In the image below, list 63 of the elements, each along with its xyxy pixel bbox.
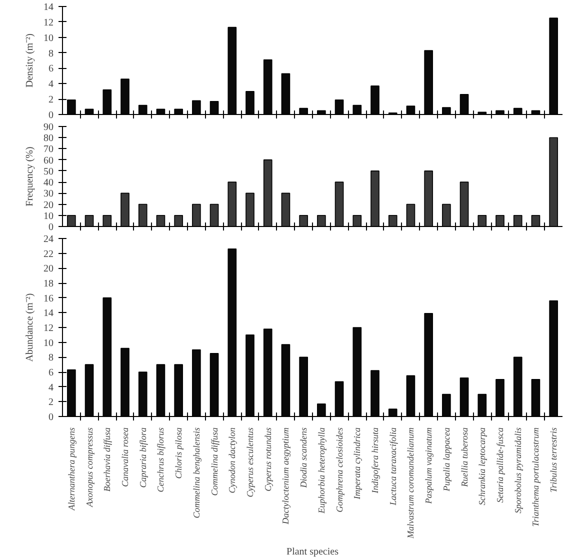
y-tick-label: 4 (48, 382, 54, 394)
y-tick-label: 6 (48, 64, 54, 75)
y-tick-label: 24 (44, 234, 54, 245)
x-tick-label: Imperata cylindrica (352, 427, 362, 500)
y-tick-label: 16 (44, 293, 54, 304)
x-tick-label: Commelina benghalensis (191, 427, 202, 518)
x-tick-label: Setaria pallide-fusca (495, 427, 505, 503)
x-tick-label: Cyperus rotundus (262, 427, 273, 492)
y-tick-label: 12 (44, 17, 54, 28)
x-tick-label: Ruellia tuberosa (459, 427, 470, 488)
x-tick-label: Boerhavia diffusa (102, 427, 112, 492)
y-tick-label: 14 (44, 2, 54, 13)
x-tick-label: Cenchrus biflorus (156, 427, 166, 492)
y-tick-label: 4 (48, 79, 54, 90)
x-tick-label: Malvastrum coromandelianum (406, 427, 416, 540)
y-tick-label: 30 (44, 188, 54, 200)
y-tick-label: 0 (48, 110, 54, 121)
x-tick-label: Indigofera hirsuta (370, 427, 380, 494)
x-tick-label: Canavalia rosea (120, 427, 130, 487)
x-tick-label: Pupalia lappacea (441, 427, 452, 492)
y-tick-label: 2 (48, 94, 54, 106)
y-tick-label: 10 (44, 210, 54, 222)
x-tick-label: Paspalum vaginatum (424, 427, 434, 505)
y-tick-label: 20 (44, 200, 54, 211)
x-tick-label: Diodia scandens (298, 427, 309, 489)
x-tick-label: Schrankia leptocarpa (477, 427, 488, 506)
x-tick-label: Alternanthera pungens (66, 427, 76, 512)
x-tick-label: Capraria biflora (138, 427, 148, 488)
x-tick-label: Dactyloctenium aegyptium (280, 427, 291, 526)
y-tick-label: 80 (44, 133, 54, 144)
y-tick-label: 60 (44, 155, 54, 166)
y-tick-label: 0 (48, 412, 54, 423)
x-tick-label: Commelina diffusa (209, 427, 220, 496)
y-tick-label: 2 (48, 397, 54, 408)
x-tick-label: Lactuca taraxacifolia (388, 427, 398, 506)
x-tick-label: Sporobolus pyramidalis (512, 427, 523, 514)
x-axis-title: Plant species (286, 546, 339, 558)
x-tick-label: Euphorbia heterophylla (316, 427, 326, 514)
x-tick-label: Cynodon dactylon (227, 427, 238, 494)
y-tick-label: 70 (44, 144, 54, 156)
x-tick-label: Trianthema portulacastrum (530, 427, 541, 527)
y-axis-title: Density (m⁻²) (24, 33, 36, 88)
y-tick-label: 8 (48, 352, 54, 364)
y-tick-label: 10 (44, 338, 54, 349)
y-tick-label: 14 (44, 308, 54, 320)
x-tick-label: Tribulus terrestris (548, 427, 559, 492)
x-tick-label: Gomphrena celosioides (334, 427, 344, 512)
x-tick-label: Axonopus compressus (84, 427, 94, 508)
y-tick-label: 12 (44, 323, 54, 334)
y-tick-label: 6 (48, 368, 54, 378)
y-axis-title: Abundance (m⁻²) (24, 293, 36, 362)
y-tick-label: 22 (44, 248, 54, 260)
x-tick-label: Chloris pilosa (174, 427, 184, 479)
y-tick-label: 40 (44, 178, 54, 189)
y-tick-label: 8 (48, 48, 54, 60)
y-tick-label: 20 (44, 264, 54, 275)
y-tick-label: 18 (44, 278, 54, 290)
y-tick-label: 50 (44, 166, 54, 178)
y-axis-title: Frequency (%) (24, 146, 36, 206)
y-tick-label: 10 (44, 32, 54, 44)
x-tick-label: Cyperus esculentus (245, 427, 255, 498)
y-tick-label: 0 (48, 222, 54, 233)
y-tick-label: 90 (44, 122, 54, 133)
